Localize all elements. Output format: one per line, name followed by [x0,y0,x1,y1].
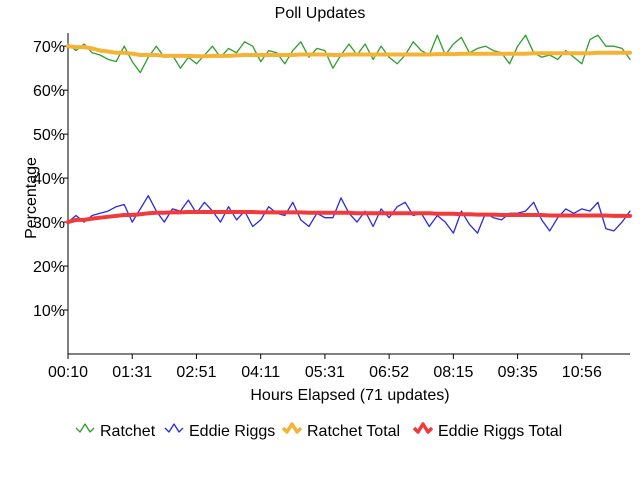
y-tick-label: 50% [33,127,65,144]
legend-label-ratchet: Ratchet [100,423,156,440]
legend-swatch-eddie-riggs-total [412,422,434,434]
x-tick-label: 00:10 [48,364,88,381]
y-ticks: 10% 20% 30% 40% 50% 60% 70% [33,39,68,320]
y-axis-label: Percentage [23,157,40,239]
y-tick-label: 20% [33,259,65,276]
x-axis-label: Hours Elapsed (71 updates) [250,387,449,404]
y-tick-label: 70% [33,39,65,56]
legend: Ratchet Eddie Riggs Ratchet Total Eddie Rig… [75,422,562,440]
legend-label-ratchet-total: Ratchet Total [307,423,400,440]
series-line-eddie-riggs-total [66,210,632,225]
x-tick-label: 10:56 [562,364,602,381]
x-tick-label: 01:31 [112,364,152,381]
legend-swatch-ratchet [75,423,95,433]
legend-label-eddie-riggs: Eddie Riggs [189,423,275,440]
x-tick-label: 08:15 [433,364,473,381]
y-tick-label: 40% [33,171,65,188]
legend-label-eddie-riggs-total: Eddie Riggs Total [438,423,562,440]
x-tick-label: 05:31 [305,364,345,381]
legend-swatch-ratchet-total [281,422,303,434]
x-tick-label: 02:51 [176,364,216,381]
series-layer [66,34,632,234]
x-tick-label: 06:52 [369,364,409,381]
plot-area: 10% 20% 30% 40% 50% 60% 70% 00:10 01:31 02:51 04:… [33,33,632,381]
x-tick-label: 04:11 [241,364,280,381]
x-tick-label: 09:35 [498,364,538,381]
y-tick-label: 60% [33,83,65,100]
series-line-ratchet-total [66,44,632,59]
chart-title: Poll Updates [275,5,366,22]
legend-swatch-eddie-riggs [164,423,184,433]
y-tick-label: 10% [33,303,65,320]
x-ticks: 00:10 01:31 02:51 04:11 05:31 06:52 08:15 09:35… [48,354,602,381]
y-tick-label: 30% [33,215,65,232]
